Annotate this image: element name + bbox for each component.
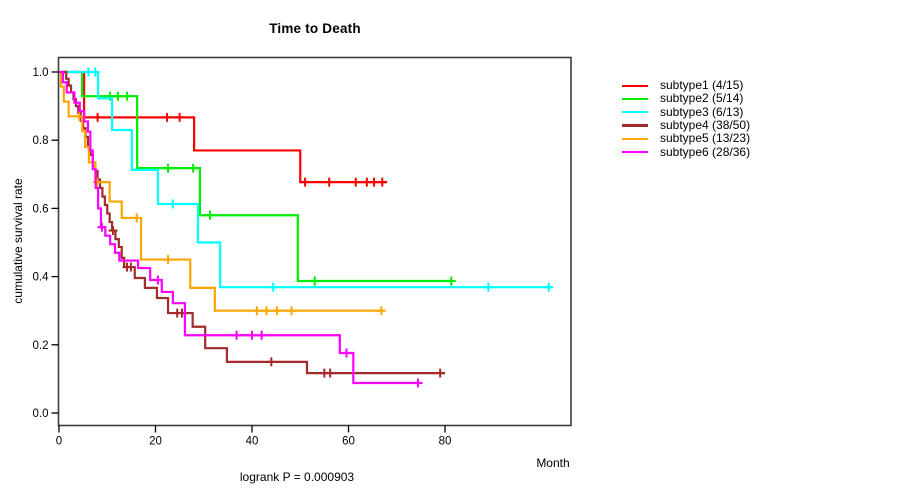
censor-marks-subtype6: [97, 222, 423, 388]
legend-label: subtype4 (38/50): [660, 118, 751, 133]
survival-curve-subtype4: [59, 70, 445, 375]
survival-curve-subtype3: [59, 70, 552, 289]
y-axis-label: cumulative survival rate: [11, 178, 25, 304]
legend-line-swatch-subtype1: [622, 84, 648, 87]
y-tick-label: 0.6: [33, 203, 49, 215]
legend-item-subtype4: subtype4 (38/50): [622, 119, 750, 132]
y-tick-label: 0.8: [33, 135, 49, 147]
y-tick-label: 0.2: [33, 340, 49, 352]
legend-line-swatch-subtype3: [622, 111, 648, 114]
legend-item-subtype3: subtype3 (6/13): [622, 104, 750, 119]
x-tick-label: 80: [439, 436, 452, 448]
survival-curve-subtype1: [59, 70, 388, 184]
legend-label: subtype6 (28/36): [660, 144, 751, 159]
legend-line-swatch-subtype2: [622, 97, 648, 101]
legend-line-swatch-subtype4: [622, 124, 648, 127]
legend-item-subtype6: subtype6 (28/36): [622, 145, 750, 158]
legend-item-subtype1: subtype1 (4/15): [622, 79, 750, 92]
plot-box: [57, 56, 572, 427]
x-tick-label: 60: [342, 436, 355, 448]
legend-label: subtype5 (13/23): [660, 131, 751, 146]
survival-curve-subtype2: [59, 70, 453, 283]
y-tick-label: 0.4: [33, 272, 50, 284]
x-tick-label: 20: [149, 436, 162, 448]
x-tick-label: 0: [56, 436, 62, 448]
censor-marks-subtype4: [108, 226, 445, 378]
legend-label: subtype3 (6/13): [660, 104, 744, 119]
legend-item-subtype5: subtype5 (13/23): [622, 132, 750, 145]
y-tick-label: 0.0: [33, 408, 49, 420]
legend-label: subtype2 (5/14): [660, 91, 744, 106]
censor-marks-subtype3: [83, 67, 554, 292]
y-tick-label: 1.0: [33, 67, 49, 79]
legend-line-swatch-subtype6: [622, 151, 648, 154]
axes: 0 20 40 60 80 0.0 0.2 0.4 0.6 0.8 1.0: [33, 67, 452, 448]
chart-title: Time to Death: [269, 21, 361, 36]
x-axis-label: Month: [536, 456, 570, 470]
censor-marks-subtype5: [74, 111, 386, 316]
censor-marks-subtype2: [105, 91, 456, 286]
legend-line-swatch-subtype5: [622, 137, 648, 140]
censor-marks-subtype1: [93, 112, 387, 187]
legend: subtype1 (4/15) subtype2 (5/14) subtype3 (…: [622, 79, 750, 159]
legend-label: subtype1 (4/15): [660, 78, 744, 93]
logrank-pvalue-label: logrank P = 0.000903: [239, 470, 355, 484]
legend-item-subtype2: subtype2 (5/14): [622, 92, 750, 105]
x-tick-label: 40: [246, 436, 259, 448]
